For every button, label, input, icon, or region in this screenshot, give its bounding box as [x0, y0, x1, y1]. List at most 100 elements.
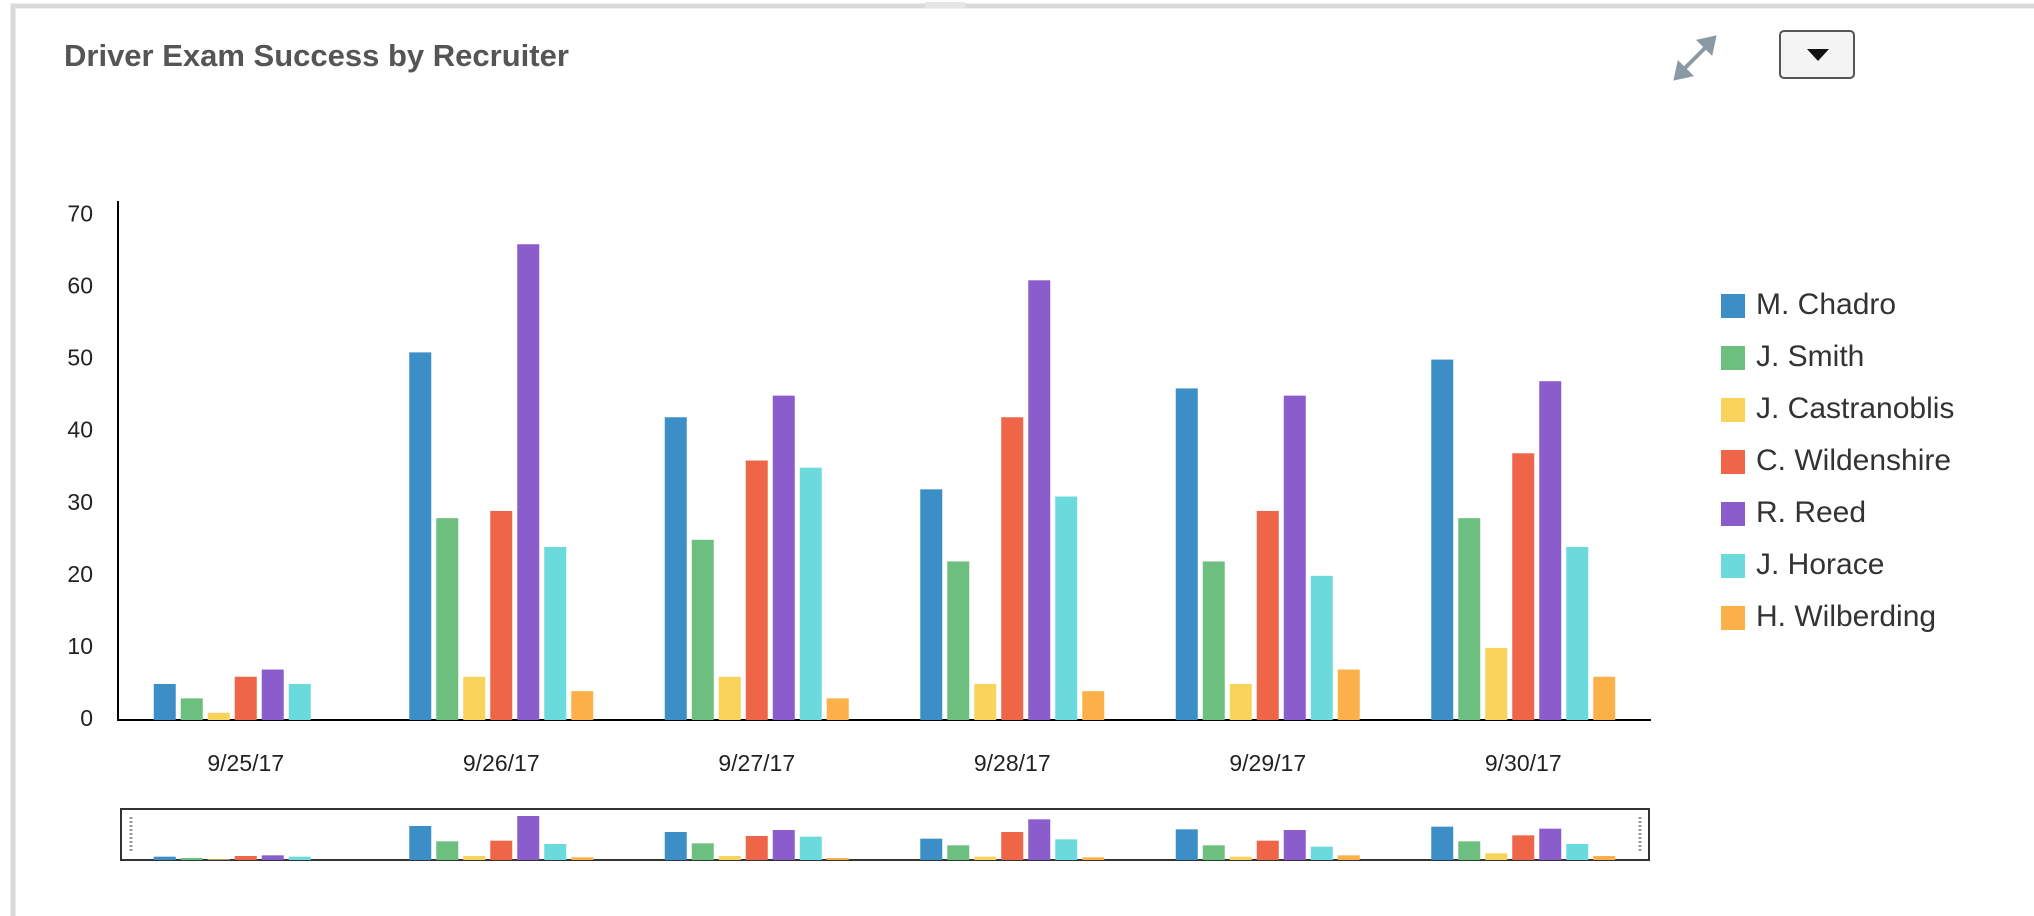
bar	[436, 518, 459, 720]
bar	[288, 683, 311, 720]
bar	[261, 855, 284, 860]
bar	[1512, 835, 1535, 860]
expand-icon[interactable]	[1673, 35, 1717, 81]
x-tick-label: 9/25/17	[207, 750, 284, 776]
bar	[691, 539, 714, 720]
bar	[409, 352, 432, 720]
bar	[261, 669, 284, 720]
bar	[1539, 381, 1562, 720]
panel-border	[10, 3, 2034, 916]
legend-swatch	[1721, 502, 1745, 526]
bar	[947, 845, 970, 860]
bar	[234, 676, 257, 720]
x-tick-label: 9/29/17	[1229, 750, 1306, 776]
bar	[1431, 359, 1454, 720]
bar	[436, 841, 459, 860]
legend-label: H. Wilberding	[1756, 600, 1936, 633]
x-tick-label: 9/27/17	[718, 750, 795, 776]
bar	[920, 838, 943, 860]
bar	[234, 856, 257, 860]
navigator[interactable]	[120, 808, 1650, 861]
bar	[947, 561, 970, 720]
x-tick-label: 9/26/17	[463, 750, 540, 776]
y-tick-label: 0	[80, 705, 93, 731]
bar	[1028, 280, 1051, 720]
bar	[1337, 669, 1360, 720]
y-tick-label: 50	[67, 345, 93, 371]
bar	[1175, 829, 1198, 860]
bar	[772, 830, 795, 860]
bar	[718, 856, 741, 860]
bar	[920, 489, 943, 720]
bar	[1458, 518, 1481, 720]
bar	[1256, 510, 1279, 720]
bar	[153, 683, 176, 720]
y-tick-label: 30	[67, 489, 93, 515]
bar	[1310, 575, 1333, 720]
bar	[153, 856, 176, 860]
bar	[1202, 561, 1225, 720]
bar	[1055, 839, 1078, 860]
legend-label: R. Reed	[1756, 496, 1866, 529]
bar	[288, 856, 311, 860]
bar	[1566, 844, 1589, 860]
bar	[544, 547, 567, 720]
bar	[1512, 453, 1535, 720]
bar	[1082, 857, 1105, 860]
bar	[1431, 826, 1454, 860]
bar	[1593, 676, 1616, 720]
legend-label: J. Smith	[1756, 340, 1864, 373]
bar	[1283, 395, 1306, 720]
bar	[772, 395, 795, 720]
bar	[1283, 830, 1306, 860]
bar	[490, 510, 513, 720]
bar	[409, 826, 432, 860]
bar	[1175, 388, 1198, 720]
bar	[1485, 647, 1508, 720]
bar	[1593, 856, 1616, 860]
bar	[517, 816, 540, 860]
legend-swatch	[1721, 554, 1745, 578]
bar	[664, 417, 687, 720]
panel-handle	[925, 2, 965, 8]
y-tick-label: 40	[67, 417, 93, 443]
bar	[180, 858, 203, 860]
bar	[517, 244, 540, 720]
bar	[1028, 819, 1051, 860]
bar	[1310, 846, 1333, 860]
bar	[207, 712, 230, 720]
bar	[1539, 828, 1562, 860]
bar	[571, 691, 594, 720]
legend-label: C. Wildenshire	[1756, 444, 1951, 477]
dropdown-button[interactable]	[1779, 30, 1855, 79]
legend-swatch	[1721, 450, 1745, 474]
bar	[490, 840, 513, 860]
bar	[1566, 547, 1589, 720]
bar	[1337, 855, 1360, 860]
bar	[1229, 856, 1252, 860]
y-tick-label: 70	[67, 200, 93, 226]
bar	[207, 859, 230, 860]
legend-swatch	[1721, 606, 1745, 630]
bar	[463, 676, 486, 720]
bar	[571, 857, 594, 860]
bar	[799, 836, 822, 860]
bar	[180, 698, 203, 720]
bar	[799, 467, 822, 720]
bar	[745, 460, 768, 720]
bar	[1001, 417, 1024, 720]
bar	[691, 843, 714, 860]
bar	[1458, 841, 1481, 860]
bar	[1485, 853, 1508, 860]
bar	[826, 698, 849, 720]
bar	[1082, 691, 1105, 720]
bar	[826, 858, 849, 860]
bar	[974, 683, 997, 720]
bar	[974, 856, 997, 860]
bar	[718, 676, 741, 720]
y-tick-label: 10	[67, 633, 93, 659]
x-tick-label: 9/30/17	[1485, 750, 1562, 776]
bar	[1229, 683, 1252, 720]
bar	[463, 856, 486, 860]
